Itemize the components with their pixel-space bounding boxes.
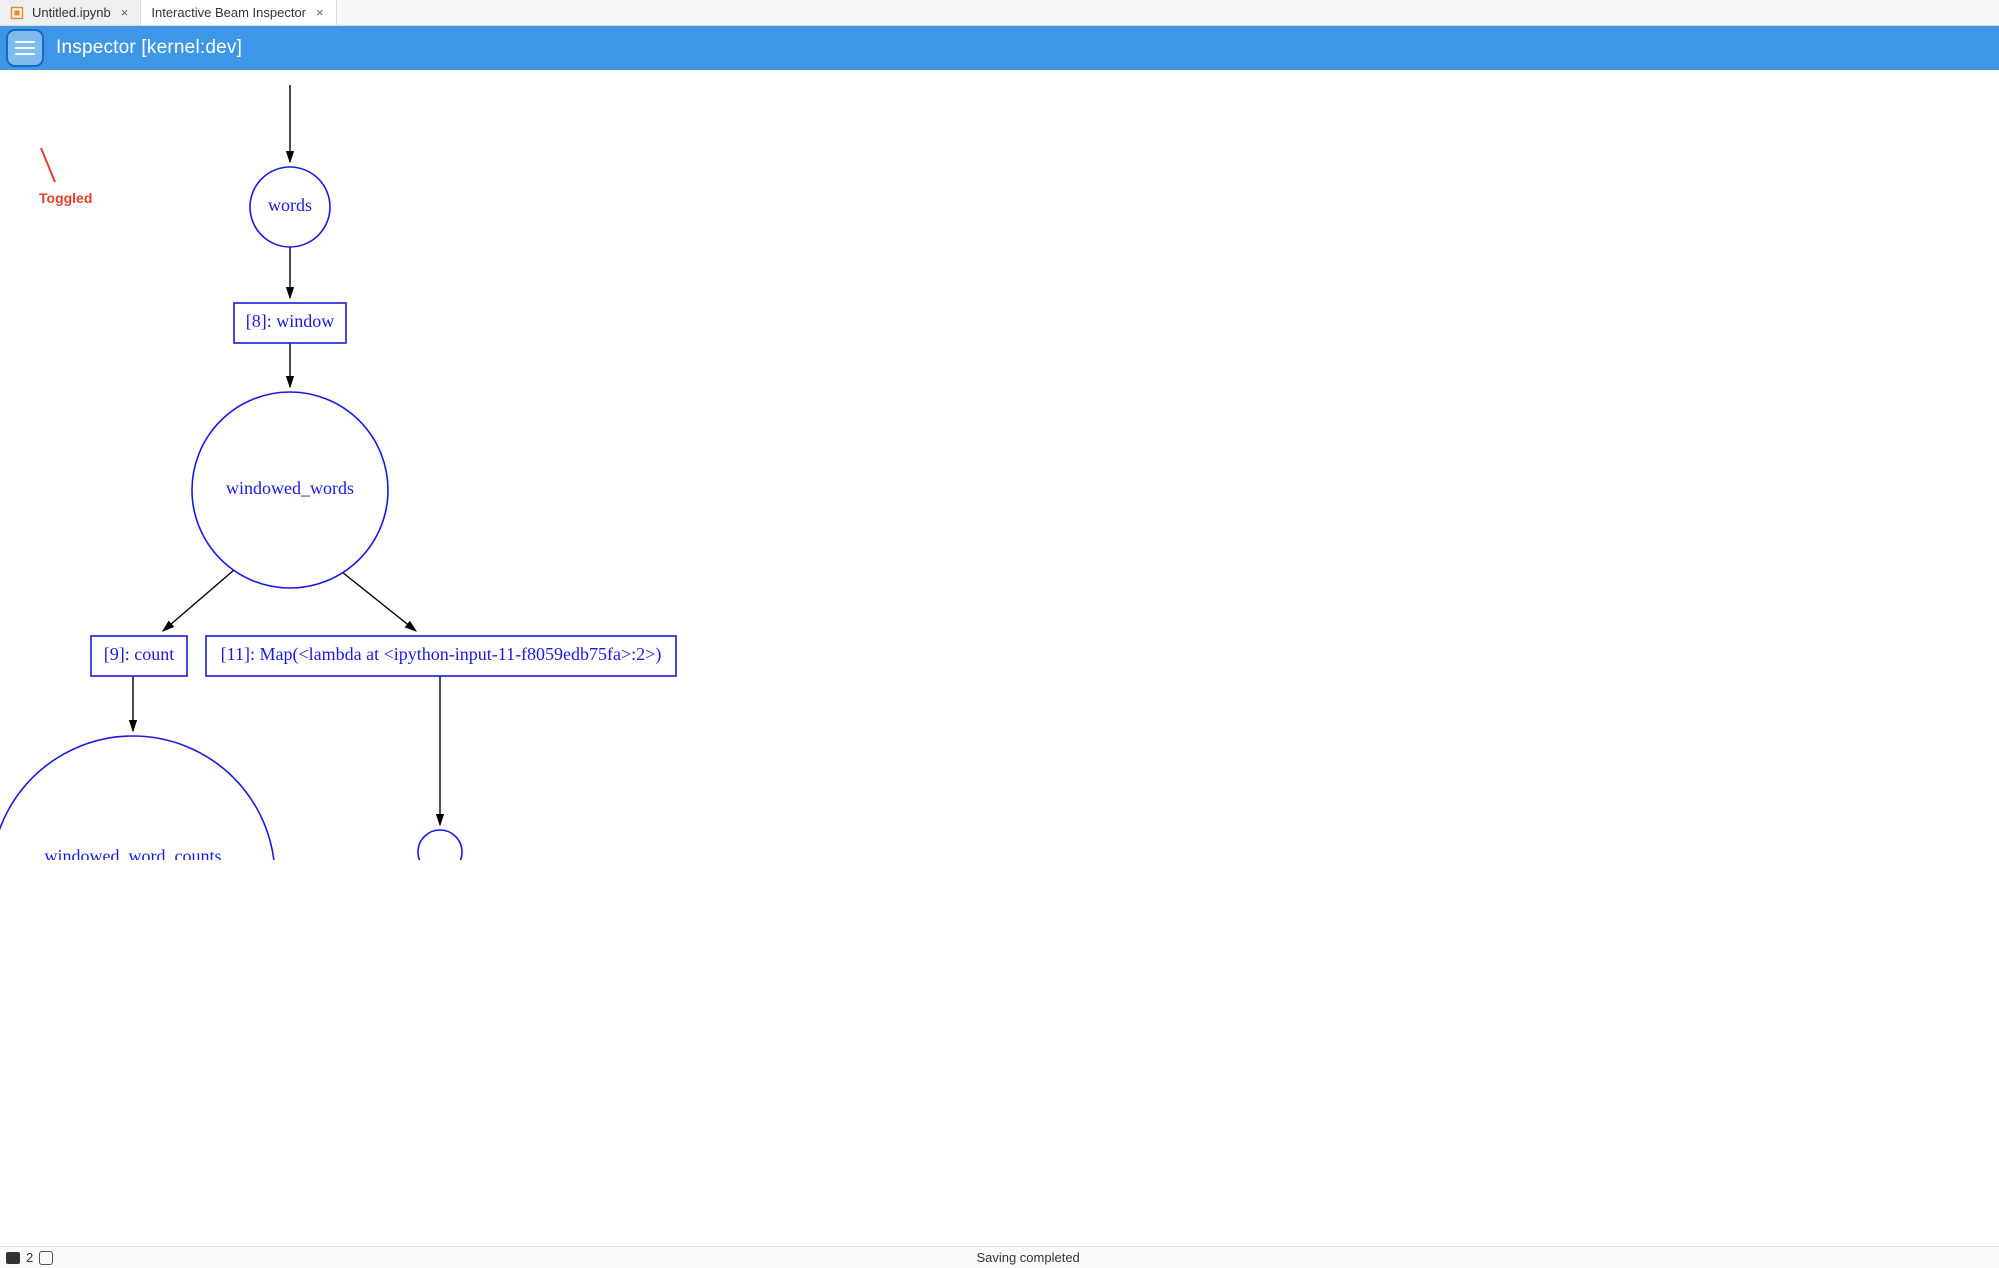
svg-text:[9]: count: [9]: count: [104, 644, 174, 664]
inspector-header: Inspector [kernel:dev]: [0, 26, 1999, 70]
close-icon[interactable]: ×: [314, 6, 326, 19]
tab-untitled-notebook[interactable]: Untitled.ipynb ×: [0, 0, 141, 25]
tab-label: Interactive Beam Inspector: [151, 5, 306, 20]
notebook-icon: [10, 6, 24, 20]
tab-beam-inspector[interactable]: Interactive Beam Inspector ×: [141, 0, 336, 25]
inspector-title: Inspector [kernel:dev]: [56, 37, 242, 59]
svg-text:[8]: window: [8]: window: [246, 311, 335, 331]
svg-text:[11]: Map(<lambda at <ipython-: [11]: Map(<lambda at <ipython-input-11-f…: [221, 644, 662, 665]
tab-strip: Untitled.ipynb × Interactive Beam Inspec…: [0, 0, 1999, 26]
status-message: Saving completed: [63, 1250, 1993, 1265]
pipeline-graph[interactable]: Toggled words[8]: windowwindowed_words[9…: [0, 70, 1999, 1246]
svg-text:words: words: [268, 195, 312, 215]
terminal-count: 2: [26, 1250, 33, 1265]
status-bar: 2 Saving completed: [0, 1246, 1999, 1268]
hamburger-icon: [15, 40, 35, 56]
close-icon[interactable]: ×: [119, 6, 131, 19]
tab-label: Untitled.ipynb: [32, 5, 111, 20]
svg-text:windowed_words: windowed_words: [226, 478, 354, 498]
clipboard-icon[interactable]: [39, 1251, 53, 1265]
pipeline-graph-svg: words [8]: window windowed_words [9]: count…: [0, 70, 1360, 860]
terminal-icon[interactable]: [6, 1252, 20, 1264]
svg-text:windowed_word_counts: windowed_word_counts: [45, 846, 222, 860]
hamburger-toggle-button[interactable]: [8, 31, 42, 65]
